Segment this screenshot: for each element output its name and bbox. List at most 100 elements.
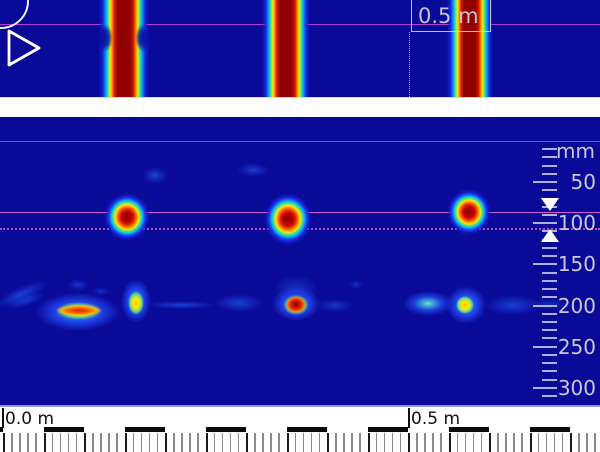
depth-label-150: 150 xyxy=(557,252,596,277)
tape-tick xyxy=(383,433,386,452)
faint-reflection xyxy=(349,280,363,289)
depth-minor-tick xyxy=(542,296,557,299)
depth-major-tick xyxy=(533,304,557,307)
tape-tick xyxy=(270,433,272,452)
position-cursor-icon xyxy=(7,29,41,67)
tape-tick xyxy=(189,433,191,452)
tape-tick xyxy=(100,433,102,452)
depth-major-tick xyxy=(533,222,557,225)
tape-tick xyxy=(205,433,208,452)
tape-tick xyxy=(181,433,183,452)
tape-tick xyxy=(432,433,434,452)
depth-minor-tick xyxy=(542,164,557,167)
depth-cursor-marker-top[interactable] xyxy=(541,198,559,211)
tape-tick xyxy=(456,433,459,452)
tape-tick xyxy=(472,433,475,452)
tape-tick xyxy=(318,433,321,452)
tape-tick xyxy=(59,433,62,452)
plan-view-panel[interactable]: 0.5 m xyxy=(0,0,600,98)
depth-major-tick xyxy=(533,345,557,348)
tape-tick xyxy=(262,433,264,452)
depth-minor-tick xyxy=(542,279,557,282)
band-wisp xyxy=(92,287,110,296)
depth-label-50: 50 xyxy=(570,170,596,195)
ruler-mid-mark xyxy=(408,408,410,428)
band-blob-cyan xyxy=(403,291,453,316)
tape-tick xyxy=(84,433,86,452)
tape-tick xyxy=(148,433,151,452)
depth-minor-tick xyxy=(542,255,557,258)
tape-tick xyxy=(408,433,410,452)
tape-tick xyxy=(359,433,361,452)
depth-unit-label: mm xyxy=(556,139,595,163)
tape-tick xyxy=(310,433,313,452)
tape-tick xyxy=(464,433,467,452)
tape-tick xyxy=(335,433,337,452)
tape-tick xyxy=(391,433,394,452)
tape-tick xyxy=(132,433,135,452)
depth-minor-tick xyxy=(542,214,557,217)
tape-tick xyxy=(75,433,78,452)
band-blob-core xyxy=(456,296,474,314)
cross-section-panel[interactable]: mm 50 100 150 200 250 300 xyxy=(0,117,600,405)
stripe-pinch-left xyxy=(98,24,113,52)
tape-tick xyxy=(586,433,588,452)
surface-depth-line xyxy=(0,141,600,142)
tape-tick xyxy=(35,433,37,452)
tape-tick xyxy=(19,433,21,452)
tape-tick xyxy=(246,433,248,452)
tape-tick xyxy=(229,433,232,452)
tape-tick xyxy=(286,433,289,452)
band-streak xyxy=(317,299,353,312)
tape-tick xyxy=(375,433,378,452)
tape-tick xyxy=(578,433,580,452)
tape-tick xyxy=(197,433,199,452)
tape-tick xyxy=(440,433,442,452)
tape-tick xyxy=(448,433,451,452)
depth-minor-tick xyxy=(542,353,557,356)
tape-tick xyxy=(165,433,167,452)
depth-cursor-marker-bottom[interactable] xyxy=(541,229,559,242)
tape-tick xyxy=(156,433,159,452)
tape-tick xyxy=(92,433,94,452)
tape-tick xyxy=(213,433,216,452)
tape-segment-black xyxy=(448,427,489,432)
band-smear xyxy=(528,299,572,309)
depth-minor-tick xyxy=(542,148,557,151)
faint-reflection xyxy=(237,163,269,177)
tape-tick xyxy=(173,433,175,452)
tape-tick xyxy=(27,433,29,452)
tape-tick xyxy=(416,433,418,452)
target-blob-3 xyxy=(447,189,491,235)
ruler-origin-label: 0.0 m xyxy=(5,409,54,429)
rebar-stripe-3 xyxy=(447,0,493,97)
tape-segment-black xyxy=(529,427,570,432)
tape-tick xyxy=(11,433,13,452)
rebar-stripe-2 xyxy=(262,0,310,97)
band-blob-core xyxy=(128,291,144,315)
tape-tick xyxy=(399,433,402,452)
tape-tick xyxy=(529,433,532,452)
tape-tick xyxy=(513,433,515,452)
tape-tick xyxy=(51,433,54,452)
tape-segment-black xyxy=(367,427,408,432)
stripe-pinch-right xyxy=(135,24,150,52)
depth-minor-tick xyxy=(542,189,557,192)
ruler-origin-mark xyxy=(2,408,4,428)
tape-segment-black xyxy=(0,427,3,432)
tape-tick xyxy=(367,433,370,452)
tape-tick xyxy=(505,433,507,452)
tape-tick xyxy=(43,433,46,452)
depth-label-100: 100 xyxy=(557,211,596,236)
tape-segment-black xyxy=(124,427,165,432)
tape-tick xyxy=(237,433,240,452)
tape-tick xyxy=(116,433,118,452)
ruler-mid-label: 0.5 m xyxy=(411,409,460,429)
depth-minor-tick xyxy=(542,370,557,373)
depth-minor-tick xyxy=(542,246,557,249)
depth-minor-tick xyxy=(542,288,557,291)
tape-tick xyxy=(561,433,564,452)
tape-tick xyxy=(545,433,548,452)
depth-minor-tick xyxy=(542,271,557,274)
